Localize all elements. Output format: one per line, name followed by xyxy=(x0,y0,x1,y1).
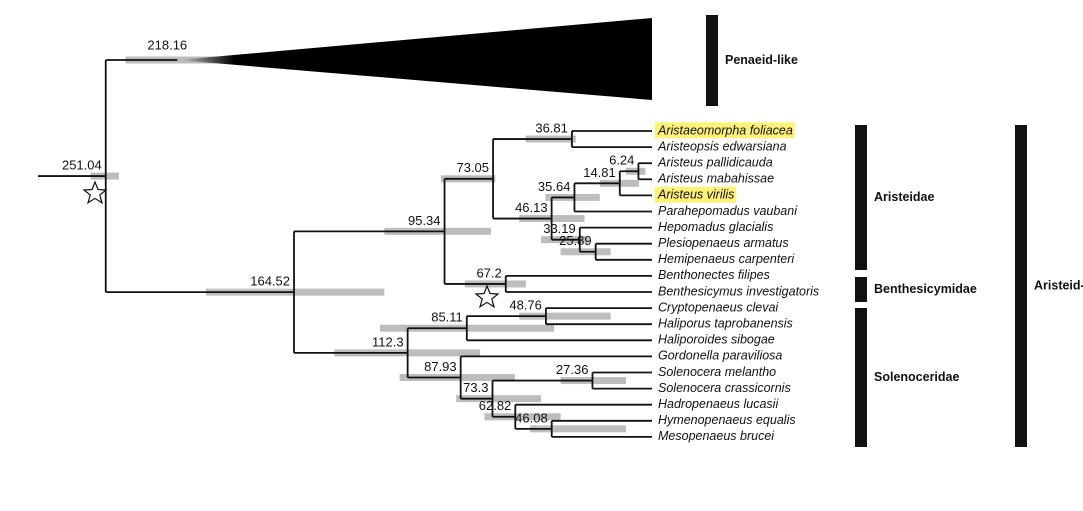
node-age: 62.82 xyxy=(479,398,512,413)
node-age: 33.19 xyxy=(543,221,576,236)
clade-bar xyxy=(855,277,867,302)
taxon-label: Solenocera melantho xyxy=(658,365,776,379)
node-age: 36.81 xyxy=(535,120,568,135)
taxon-label: Solenocera crassicornis xyxy=(658,381,791,395)
clade-bar xyxy=(706,15,718,106)
node-age: 46.08 xyxy=(515,410,548,425)
node-age: 6.24 xyxy=(609,153,634,168)
taxon-label: Aristeopsis edwarsiana xyxy=(657,139,787,153)
taxon-label: Cryptopenaeus clevai xyxy=(658,300,779,314)
confidence-bar xyxy=(205,288,385,296)
clade-label: Aristeid-like xyxy=(1034,278,1083,292)
taxon-label: Hemipenaeus carpenteri xyxy=(658,252,795,266)
taxon-label: Hymenopenaeus equalis xyxy=(658,413,796,427)
node-age: 25.89 xyxy=(559,233,592,248)
taxon-label: Aristeus virilis xyxy=(657,188,734,202)
confidence-bar xyxy=(530,425,626,433)
node-age: 85.11 xyxy=(431,310,463,325)
node-age: 35.64 xyxy=(538,179,571,194)
taxon-label: Hepomadus glacialis xyxy=(658,220,773,234)
node-age: 14.81 xyxy=(583,165,616,180)
taxon-label: Hadropenaeus lucasii xyxy=(658,397,779,411)
taxon-label: Benthesicymus investigatoris xyxy=(658,284,819,298)
taxon-label: Aristeus mabahissae xyxy=(657,172,774,186)
node-age: 112.3 xyxy=(372,334,404,349)
clade-bar xyxy=(855,308,867,447)
taxon-label: Haliporoides sibogae xyxy=(658,333,775,347)
node-age: 73.3 xyxy=(463,380,488,395)
tree xyxy=(38,18,652,438)
taxon-label: Mesopenaeus brucei xyxy=(658,429,775,443)
star-icon xyxy=(82,180,108,205)
clade-label: Solenoceridae xyxy=(874,370,959,384)
node-age: 87.93 xyxy=(424,359,457,374)
clade-label: Benthesicymidae xyxy=(874,282,977,296)
star-icon xyxy=(474,284,500,309)
clade-bar xyxy=(1015,125,1027,447)
clade-label: Penaeid-like xyxy=(725,53,798,67)
labels: 218.16 Aristaeomorpha foliacea Aristeopsis… xyxy=(62,15,1083,447)
taxon-label: Gordonella paraviliosa xyxy=(658,349,782,363)
taxon-label: Aristeus pallidicauda xyxy=(657,155,773,169)
collapsed-clade xyxy=(177,18,652,100)
confidence-bar xyxy=(519,312,611,320)
node-age: 251.04 xyxy=(62,158,102,173)
taxon-label: Aristaeomorpha foliacea xyxy=(657,123,793,137)
node-age: 48.76 xyxy=(509,298,542,313)
highlight xyxy=(655,122,795,139)
node-age: 73.05 xyxy=(456,160,489,175)
node-age: 67.2 xyxy=(476,265,501,280)
node-age: 218.16 xyxy=(147,37,187,52)
node-age: 46.13 xyxy=(515,200,548,215)
node-age: 164.52 xyxy=(250,274,290,289)
taxon-label: Haliporus taprobanensis xyxy=(658,316,793,330)
node-age: 27.36 xyxy=(556,362,589,377)
clade-label: Aristeidae xyxy=(874,190,934,204)
clade-bar xyxy=(855,125,867,270)
taxon-label: Plesiopenaeus armatus xyxy=(658,236,789,250)
node-age: 95.34 xyxy=(408,213,441,228)
confidence-bar xyxy=(484,413,561,421)
taxon-label: Parahepomadus vaubani xyxy=(658,204,798,218)
highlight xyxy=(655,186,737,203)
taxon-label: Benthonectes filipes xyxy=(658,268,770,282)
confidence-bar xyxy=(456,395,542,403)
